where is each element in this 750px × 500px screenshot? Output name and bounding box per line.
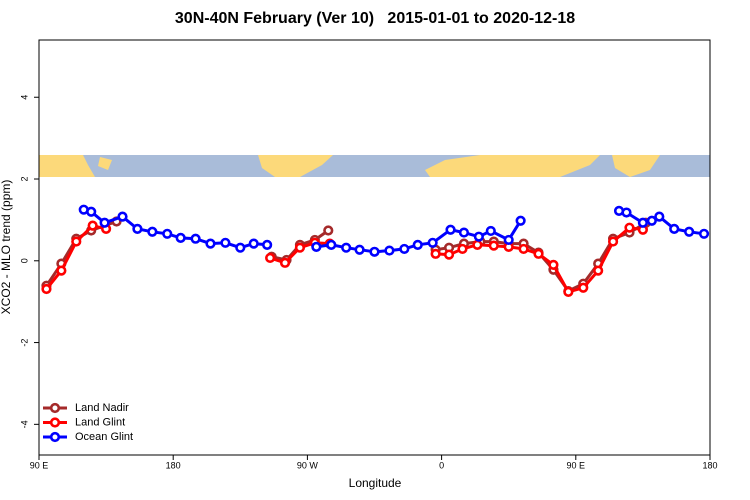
chart-title: 30N-40N February (Ver 10) 2015-01-01 to … [175, 10, 575, 27]
data-point [430, 248, 441, 259]
x-tick-label: 90 E [30, 460, 49, 470]
data-point [341, 242, 352, 253]
legend-label: Ocean Glint [75, 431, 133, 443]
x-tick-label: 180 [166, 460, 181, 470]
data-point [71, 236, 82, 247]
legend-marker [49, 417, 61, 428]
data-point [457, 243, 468, 255]
data-point [162, 228, 173, 239]
data-point [147, 226, 158, 237]
y-axis-label: XCO2 - MLO trend (ppm) [0, 180, 13, 315]
data-point [427, 237, 438, 248]
y-tick-label: -2 [19, 339, 29, 347]
data-point [99, 217, 110, 228]
data-point [399, 243, 410, 255]
data-point [87, 220, 98, 231]
data-point [175, 232, 186, 243]
data-point [248, 238, 259, 249]
x-axis-label: Longitude [349, 476, 402, 490]
data-point [485, 225, 496, 237]
legend-marker [49, 402, 61, 414]
data-point [369, 246, 380, 257]
data-point [443, 249, 455, 260]
data-point [56, 265, 67, 276]
data-point [294, 242, 306, 253]
data-point [607, 236, 619, 247]
data-point [646, 215, 657, 226]
data-point [262, 239, 273, 250]
data-point [473, 231, 484, 242]
data-point [384, 245, 395, 256]
y-tick-label: -4 [19, 420, 29, 428]
data-point [533, 248, 544, 259]
x-tick-label: 90 W [297, 460, 319, 470]
data-point [117, 211, 128, 222]
data-point [548, 259, 559, 270]
data-point [220, 237, 231, 248]
data-point [265, 252, 276, 264]
data-point [488, 240, 499, 251]
data-point [311, 241, 322, 252]
data-point [279, 257, 291, 268]
data-point [235, 242, 246, 253]
data-point [472, 239, 483, 250]
data-point [518, 243, 529, 255]
data-point [593, 265, 604, 276]
y-tick-label: 0 [19, 258, 29, 263]
data-point [684, 226, 695, 237]
plot-frame [38, 39, 711, 456]
y-tick-label: 4 [19, 95, 29, 100]
y-tick-label: 2 [19, 177, 29, 182]
data-point [669, 223, 680, 234]
data-point [86, 206, 97, 217]
data-point [205, 238, 216, 249]
data-point [624, 222, 635, 233]
data-point [190, 233, 201, 244]
data-point [323, 225, 334, 236]
legend-label: Land Glint [75, 416, 125, 428]
x-tick-label: 90 E [567, 460, 586, 470]
x-tick-label: 180 [702, 460, 717, 470]
data-point [326, 239, 337, 250]
data-point [503, 234, 514, 246]
legend-label: Land Nadir [75, 402, 129, 414]
data-point [698, 228, 710, 239]
x-tick-label: 0 [439, 460, 444, 470]
data-point [132, 223, 143, 234]
data-point [41, 283, 52, 295]
legend-marker [49, 431, 61, 443]
map-strip [39, 155, 710, 177]
data-point [445, 224, 456, 235]
data-point [412, 239, 423, 250]
data-point [637, 217, 649, 228]
data-point [354, 244, 365, 255]
data-point [458, 227, 470, 238]
data-point [515, 215, 526, 226]
data-point [578, 282, 589, 293]
data-point [621, 207, 632, 218]
data-point [654, 211, 665, 222]
data-point [563, 286, 574, 297]
